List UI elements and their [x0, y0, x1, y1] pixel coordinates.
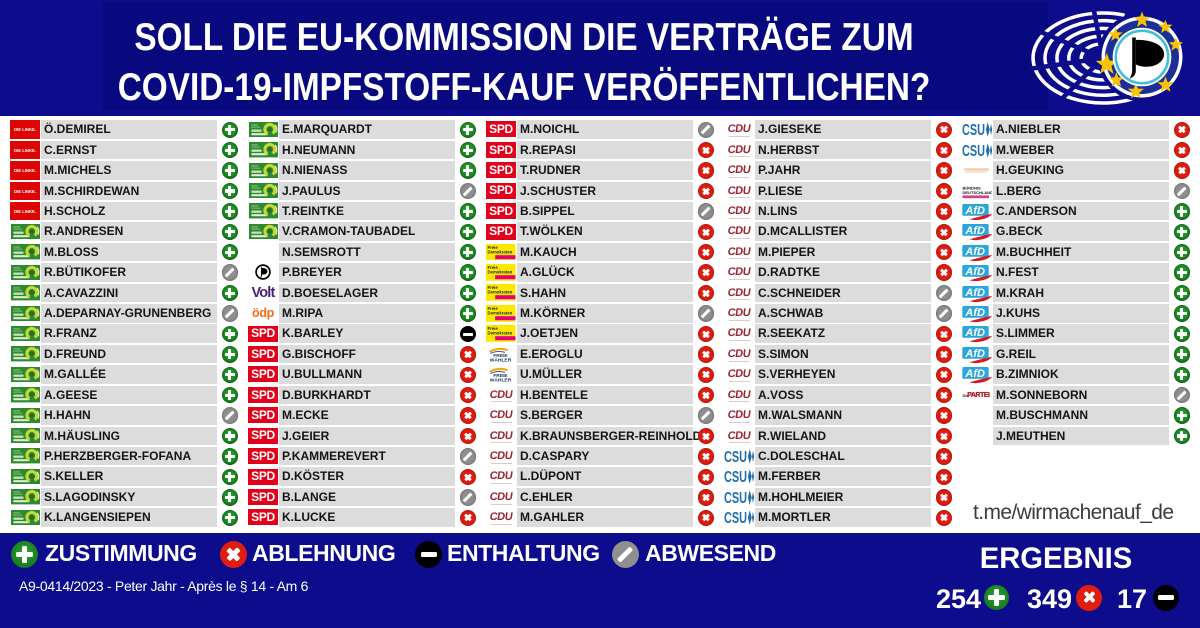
svg-text:CSU: CSU	[724, 448, 747, 465]
svg-text:AfD: AfD	[964, 327, 985, 339]
svg-text:AfD: AfD	[964, 205, 985, 217]
svg-text:CSU: CSU	[724, 469, 747, 486]
svg-text:Demokraten: Demokraten	[488, 331, 513, 336]
svg-text:FREIE: FREIE	[493, 373, 508, 379]
svg-text:AfD: AfD	[964, 225, 985, 237]
svg-text:WÄHLER: WÄHLER	[490, 356, 512, 363]
svg-text:WÄHLER: WÄHLER	[490, 377, 512, 384]
svg-text:Freie: Freie	[488, 306, 499, 311]
svg-text:CSU: CSU	[724, 489, 747, 506]
svg-text:FREIE: FREIE	[493, 353, 508, 359]
svg-text:Demokraten: Demokraten	[488, 310, 513, 315]
svg-text:Demokraten: Demokraten	[488, 290, 513, 295]
svg-text:AfD: AfD	[964, 307, 985, 319]
svg-text:AfD: AfD	[964, 348, 985, 360]
svg-text:Freie: Freie	[488, 245, 499, 250]
svg-text:Freie: Freie	[488, 265, 499, 270]
svg-text:Freie: Freie	[488, 286, 499, 291]
svg-text:DEUTSCHLAND: DEUTSCHLAND	[963, 190, 993, 195]
svg-text:Demokraten: Demokraten	[488, 269, 513, 274]
svg-text:BÜNDNIS: BÜNDNIS	[963, 185, 982, 190]
svg-text:Freie: Freie	[488, 326, 499, 331]
svg-text:AfD: AfD	[964, 287, 985, 299]
svg-text:AfD: AfD	[964, 368, 985, 380]
svg-text:AfD: AfD	[964, 246, 985, 258]
svg-text:CSU: CSU	[962, 142, 985, 159]
svg-text:Demokraten: Demokraten	[488, 249, 513, 254]
svg-text:CSU: CSU	[962, 121, 985, 138]
svg-text:AfD: AfD	[964, 266, 985, 278]
svg-text:CSU: CSU	[724, 509, 747, 526]
